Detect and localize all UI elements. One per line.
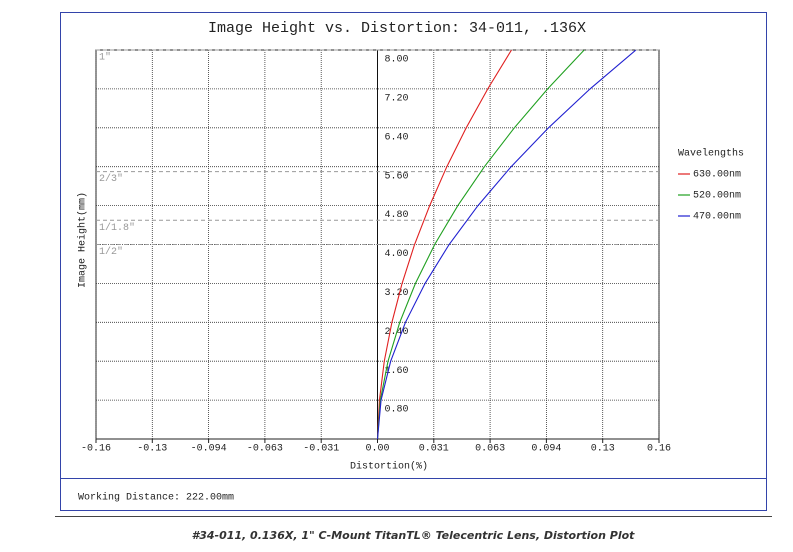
y-tick-label: 0.80: [385, 405, 409, 416]
y-axis-label: Image Height(mm): [77, 192, 89, 288]
x-tick-label: 0.00: [365, 444, 389, 455]
y-tick-label: 4.00: [385, 249, 409, 260]
x-tick-label: 0.063: [475, 444, 505, 455]
caption: #34-011, 0.136X, 1" C-Mount TitanTL® Tel…: [192, 529, 636, 542]
x-tick-label: -0.094: [191, 444, 227, 455]
legend-label: 470.00nm: [693, 212, 741, 223]
sensor-label: 1": [99, 52, 111, 64]
chart-title: Image Height vs. Distortion: 34-011, .13…: [208, 20, 586, 37]
y-tick-label: 3.20: [385, 288, 409, 299]
y-tick-label: 6.40: [385, 132, 409, 143]
x-tick-label: -0.16: [81, 444, 111, 455]
sensor-label: 2/3": [99, 173, 123, 185]
x-tick-label: 0.094: [531, 444, 561, 455]
x-tick-label: -0.13: [137, 444, 167, 455]
y-tick-label: 1.60: [385, 366, 409, 377]
legend-label: 520.00nm: [693, 191, 741, 202]
x-tick-label: -0.063: [247, 444, 283, 455]
y-tick-label: 5.60: [385, 171, 409, 182]
footer: Working Distance: 222.00mm: [78, 492, 234, 504]
x-axis-label: Distortion(%): [350, 461, 428, 473]
series-line: [376, 49, 637, 440]
x-tick-label: -0.031: [303, 444, 339, 455]
frame: [60, 12, 767, 511]
series-line: [376, 49, 512, 440]
legend-label: 630.00nm: [693, 170, 741, 181]
x-tick-label: 0.16: [647, 444, 671, 455]
legend-title: Wavelengths: [678, 148, 744, 160]
sensor-label: 1/2": [99, 246, 123, 258]
sensor-label: 1/1.8": [99, 222, 135, 234]
y-tick-label: 8.00: [385, 55, 409, 66]
series-line: [376, 49, 585, 440]
y-tick-label: 7.20: [385, 94, 409, 105]
y-tick-label: 4.80: [385, 210, 409, 221]
x-tick-label: 0.031: [419, 444, 449, 455]
x-tick-label: 0.13: [591, 444, 615, 455]
